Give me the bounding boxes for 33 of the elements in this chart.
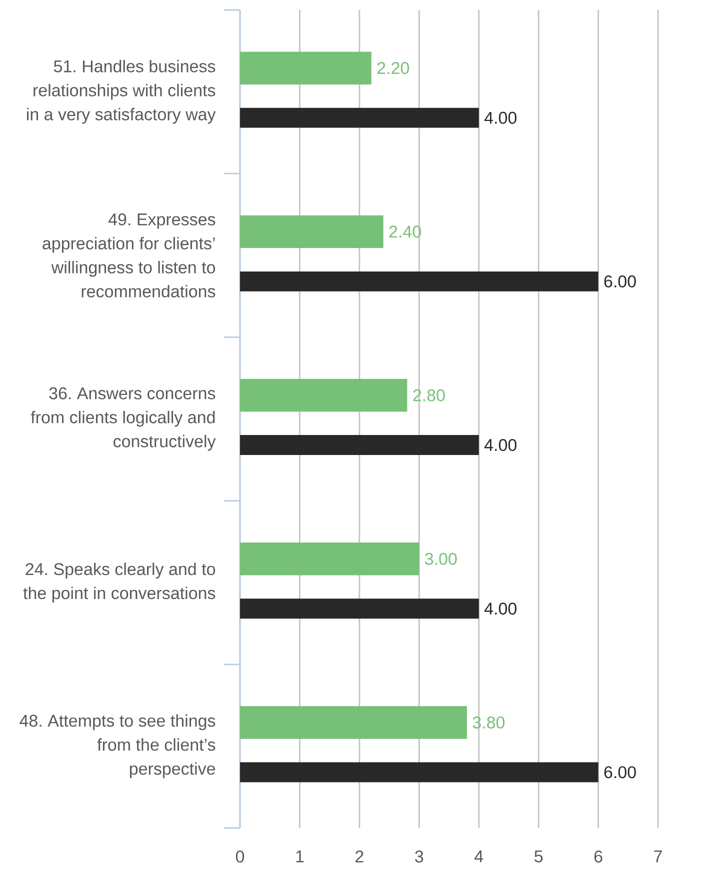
bar bbox=[240, 215, 384, 248]
bar bbox=[240, 435, 479, 455]
x-tick-label: 6 bbox=[594, 850, 602, 863]
bar bbox=[240, 52, 372, 84]
data-label: 4.00 bbox=[484, 602, 516, 615]
data-label: 4.00 bbox=[484, 112, 516, 124]
data-label: 4.00 bbox=[484, 439, 516, 452]
bar bbox=[240, 706, 467, 739]
bar bbox=[240, 542, 420, 576]
y-tick-label: 24. Speaks clearly and to the point in conversations bbox=[23, 562, 216, 603]
data-label: 2.40 bbox=[389, 226, 421, 238]
data-label: 3.80 bbox=[472, 716, 505, 729]
bar bbox=[240, 598, 479, 619]
x-tick-label: 7 bbox=[654, 850, 662, 862]
x-tick-label: 0 bbox=[236, 850, 244, 863]
bar bbox=[240, 762, 598, 782]
y-tick-label: 48. Attempts to see things from the client’s perspective bbox=[20, 714, 216, 778]
x-tick-label: 3 bbox=[415, 850, 424, 863]
data-label: 2.80 bbox=[413, 389, 445, 402]
data-label: 6.00 bbox=[604, 766, 636, 778]
x-tick-label: 4 bbox=[474, 850, 484, 862]
y-tick-label: 51. Handles business relationships with clients in a very satisfactory way bbox=[27, 60, 216, 124]
x-tick-label: 1 bbox=[296, 850, 304, 862]
x-tick-label: 5 bbox=[534, 850, 543, 862]
bar bbox=[240, 108, 479, 128]
data-label: 3.00 bbox=[424, 552, 457, 565]
y-tick-label: 36. Answers concerns from clients logically and constructively bbox=[30, 387, 216, 451]
y-tick-label: 49. Expresses appreciation for clients’ willingness to listen to recommendations bbox=[42, 213, 216, 298]
data-label: 6.00 bbox=[604, 275, 636, 288]
bar bbox=[240, 378, 408, 412]
data-label: 2.20 bbox=[377, 62, 409, 74]
bar bbox=[240, 271, 598, 292]
x-tick-label: 2 bbox=[356, 850, 364, 862]
